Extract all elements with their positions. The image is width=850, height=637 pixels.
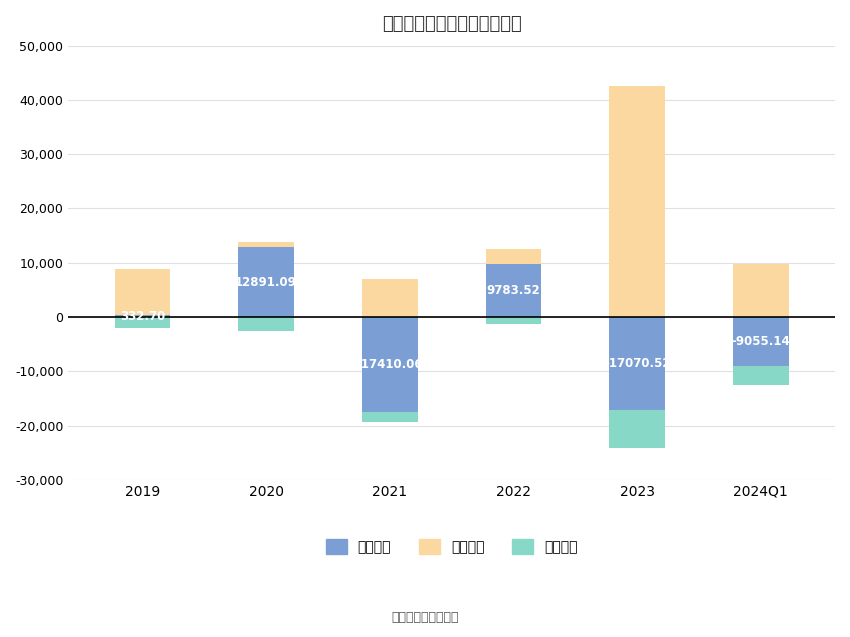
Bar bbox=[485, 317, 541, 324]
Bar bbox=[238, 247, 294, 317]
Bar bbox=[115, 269, 170, 315]
Bar bbox=[362, 412, 417, 422]
Title: 世纪恒通现金流净额（万元）: 世纪恒通现金流净额（万元） bbox=[382, 15, 522, 33]
Bar bbox=[238, 317, 294, 331]
Bar bbox=[609, 410, 665, 448]
Bar bbox=[733, 264, 789, 317]
Text: 9783.52: 9783.52 bbox=[486, 284, 541, 297]
Text: -17410.06: -17410.06 bbox=[356, 358, 423, 371]
Text: -17070.52: -17070.52 bbox=[604, 357, 671, 370]
Bar bbox=[362, 317, 417, 412]
Bar bbox=[485, 249, 541, 264]
Bar bbox=[362, 279, 417, 317]
Bar bbox=[115, 317, 170, 328]
Bar bbox=[115, 315, 170, 317]
Bar bbox=[609, 87, 665, 317]
Text: -9055.14: -9055.14 bbox=[731, 335, 790, 348]
Text: 数据来源：恒生聚源: 数据来源：恒生聚源 bbox=[391, 612, 459, 624]
Bar bbox=[238, 242, 294, 247]
Text: 12891.09: 12891.09 bbox=[235, 276, 297, 289]
Text: 332.70: 332.70 bbox=[120, 310, 165, 323]
Bar bbox=[485, 264, 541, 317]
Legend: 经营活动, 笹资活动, 投资活动: 经营活动, 笹资活动, 投资活动 bbox=[320, 534, 583, 560]
Bar bbox=[609, 317, 665, 410]
Bar bbox=[733, 366, 789, 385]
Bar bbox=[733, 317, 789, 366]
